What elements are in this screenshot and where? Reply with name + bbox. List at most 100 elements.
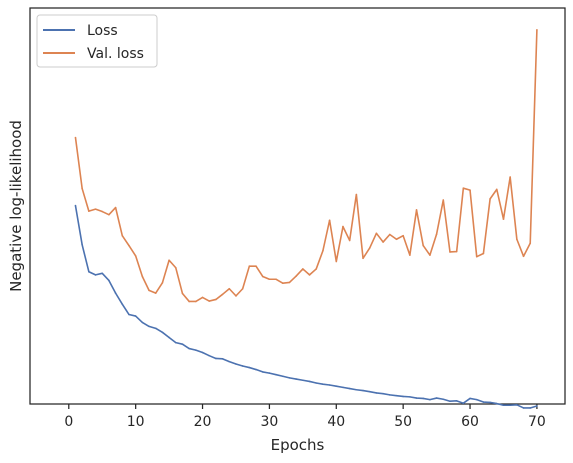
data-point-val-loss bbox=[288, 281, 291, 284]
data-point-loss bbox=[435, 397, 438, 399]
data-point-loss bbox=[154, 327, 157, 330]
data-point-val-loss bbox=[529, 242, 532, 245]
data-point-loss bbox=[261, 371, 264, 373]
data-point-val-loss bbox=[308, 274, 311, 276]
x-axis-title: Epochs bbox=[271, 436, 325, 454]
data-point-loss bbox=[495, 402, 498, 405]
data-point-val-loss bbox=[348, 239, 351, 242]
data-point-val-loss bbox=[275, 278, 277, 281]
data-point-loss bbox=[409, 396, 411, 398]
data-point-val-loss bbox=[241, 287, 244, 290]
data-point-val-loss bbox=[375, 232, 378, 235]
data-point-val-loss bbox=[108, 213, 110, 216]
data-point-val-loss bbox=[208, 300, 211, 302]
data-point-loss bbox=[74, 204, 77, 207]
data-point-val-loss bbox=[128, 244, 130, 247]
data-point-loss bbox=[402, 395, 404, 398]
data-point-loss bbox=[529, 407, 532, 409]
data-point-val-loss bbox=[342, 225, 344, 228]
data-point-loss bbox=[509, 404, 511, 406]
data-point-loss bbox=[449, 400, 451, 403]
data-point-loss bbox=[288, 377, 291, 379]
x-tick-label: 20 bbox=[194, 414, 212, 430]
data-point-loss bbox=[315, 382, 318, 384]
data-point-val-loss bbox=[402, 234, 404, 237]
data-point-val-loss bbox=[228, 287, 231, 290]
data-point-val-loss bbox=[382, 241, 384, 243]
data-point-val-loss bbox=[88, 210, 90, 212]
data-point-loss bbox=[208, 354, 211, 357]
data-point-loss bbox=[475, 398, 478, 401]
y-axis-title: Negative log-likelihood bbox=[7, 120, 25, 292]
data-point-loss bbox=[168, 336, 170, 339]
data-point-loss bbox=[221, 358, 224, 360]
data-point-val-loss bbox=[188, 300, 190, 303]
data-point-val-loss bbox=[462, 187, 465, 189]
data-point-loss bbox=[388, 394, 391, 396]
data-point-loss bbox=[516, 403, 518, 406]
data-point-loss bbox=[502, 404, 505, 406]
x-tick-label: 40 bbox=[327, 414, 345, 430]
data-point-val-loss bbox=[94, 208, 97, 210]
data-point-loss bbox=[235, 363, 237, 365]
data-point-loss bbox=[322, 383, 324, 386]
data-point-loss bbox=[241, 365, 244, 367]
data-point-loss bbox=[395, 394, 398, 397]
data-point-val-loss bbox=[455, 250, 458, 253]
x-tick-label: 70 bbox=[528, 414, 546, 430]
data-point-val-loss bbox=[81, 187, 83, 190]
data-point-val-loss bbox=[261, 275, 264, 278]
data-point-val-loss bbox=[522, 255, 525, 258]
data-point-loss bbox=[188, 347, 190, 350]
data-point-val-loss bbox=[154, 292, 157, 294]
data-point-val-loss bbox=[502, 218, 505, 220]
data-point-loss bbox=[255, 368, 257, 371]
data-point-val-loss bbox=[114, 206, 117, 209]
data-point-val-loss bbox=[536, 28, 538, 31]
data-point-loss bbox=[308, 380, 311, 383]
data-point-val-loss bbox=[221, 293, 224, 296]
data-point-loss bbox=[181, 343, 184, 346]
data-point-loss bbox=[275, 373, 277, 376]
data-point-loss bbox=[128, 313, 130, 316]
data-point-val-loss bbox=[328, 219, 331, 222]
data-point-val-loss bbox=[495, 188, 498, 191]
series-line-loss bbox=[74, 205, 538, 409]
data-point-loss bbox=[536, 405, 538, 407]
data-point-loss bbox=[268, 372, 271, 374]
data-point-val-loss bbox=[281, 282, 284, 285]
data-point-val-loss bbox=[174, 266, 177, 269]
data-point-val-loss bbox=[322, 249, 324, 252]
data-point-val-loss bbox=[475, 255, 478, 258]
data-point-loss bbox=[429, 398, 431, 401]
data-point-loss bbox=[302, 379, 304, 382]
data-point-loss bbox=[101, 272, 104, 275]
data-point-val-loss bbox=[134, 255, 137, 257]
data-point-loss bbox=[281, 375, 284, 378]
data-point-loss bbox=[455, 400, 458, 402]
series-points bbox=[74, 28, 538, 409]
data-point-val-loss bbox=[148, 289, 150, 292]
data-point-val-loss bbox=[355, 193, 358, 196]
data-point-val-loss bbox=[201, 296, 204, 299]
x-axis-ticks: 0 10 20 30 40 50 60 70 bbox=[64, 404, 546, 430]
x-tick-label: 50 bbox=[394, 414, 412, 430]
data-point-val-loss bbox=[449, 251, 451, 253]
x-tick-label: 10 bbox=[127, 414, 145, 430]
data-point-val-loss bbox=[248, 265, 251, 267]
data-point-loss bbox=[382, 392, 384, 395]
data-point-loss bbox=[108, 279, 110, 282]
data-point-loss bbox=[335, 385, 338, 387]
data-point-loss bbox=[121, 303, 124, 306]
data-point-val-loss bbox=[161, 282, 164, 284]
data-point-val-loss bbox=[435, 233, 438, 235]
data-point-val-loss bbox=[295, 275, 297, 277]
data-point-loss bbox=[201, 351, 204, 354]
data-point-loss bbox=[342, 386, 344, 389]
data-point-val-loss bbox=[429, 254, 431, 256]
data-point-val-loss bbox=[489, 198, 491, 200]
data-point-val-loss bbox=[235, 295, 237, 297]
data-point-loss bbox=[215, 357, 217, 360]
data-point-val-loss bbox=[168, 259, 170, 262]
